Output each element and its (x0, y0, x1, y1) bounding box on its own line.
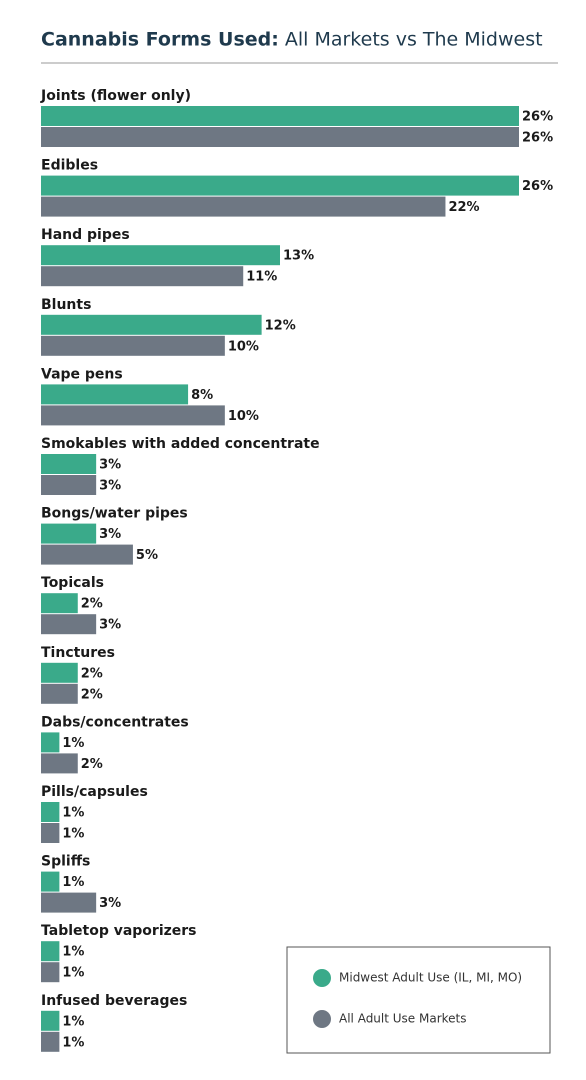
value-label: 26% (522, 131, 553, 146)
bar (41, 683, 78, 704)
bar (41, 335, 225, 356)
category-label: Pills/capsules (41, 784, 148, 800)
bar (41, 106, 519, 126)
value-label: 1% (62, 875, 84, 890)
chart-title: Cannabis Forms Used: (41, 29, 279, 51)
value-label: 5% (136, 548, 158, 563)
bar (41, 384, 189, 405)
value-label: 1% (62, 966, 84, 981)
bar (41, 732, 60, 753)
value-label: 2% (81, 597, 103, 612)
value-label: 3% (99, 479, 121, 494)
category-label: Blunts (41, 297, 91, 313)
value-label: 2% (81, 757, 103, 772)
bar (41, 544, 133, 565)
bar (41, 892, 97, 913)
category-label: Spliffs (41, 854, 90, 870)
category-label: Smokables with added concentrate (41, 436, 320, 452)
bar (41, 314, 262, 335)
bar (41, 196, 446, 217)
category-label: Infused beverages (41, 993, 187, 1009)
category-label: Topicals (41, 575, 104, 591)
legend-box (286, 946, 551, 1054)
value-label: 26% (522, 179, 553, 194)
value-label: 2% (81, 666, 103, 681)
value-label: 1% (62, 736, 84, 751)
category-label: Tabletop vaporizers (41, 923, 197, 939)
value-label: 12% (265, 318, 296, 333)
bar (41, 1010, 60, 1031)
value-label: 1% (62, 1014, 84, 1029)
category-label: Hand pipes (41, 227, 130, 243)
legend-label: Midwest Adult Use (IL, MI, MO) (339, 971, 522, 985)
legend-swatch (313, 969, 331, 987)
value-label: 1% (62, 945, 84, 960)
value-label: 2% (81, 687, 103, 702)
bar (41, 823, 60, 843)
category-label: Edibles (41, 158, 98, 174)
bar (41, 1031, 60, 1052)
category-label: Tinctures (41, 645, 115, 661)
bar (41, 871, 60, 892)
bar (41, 523, 97, 544)
value-label: 11% (246, 270, 277, 285)
value-label: 10% (228, 409, 259, 424)
bar (41, 753, 78, 774)
bar (41, 662, 78, 683)
value-label: 3% (99, 458, 121, 473)
bar (41, 614, 97, 635)
value-label: 1% (62, 827, 84, 842)
bar (41, 962, 60, 983)
bar (41, 127, 519, 147)
value-label: 1% (62, 1035, 84, 1050)
bar (41, 593, 78, 614)
bar (41, 266, 244, 287)
category-label: Joints (flower only) (40, 88, 191, 104)
category-label: Bongs/water pipes (41, 506, 188, 522)
category-label: Dabs/concentrates (41, 714, 189, 730)
value-label: 26% (522, 110, 553, 125)
bar (41, 175, 519, 196)
category-label: Vape pens (41, 366, 123, 382)
value-label: 8% (191, 388, 213, 403)
bar (41, 475, 97, 495)
value-label: 1% (62, 806, 84, 821)
value-label: 3% (99, 618, 121, 633)
value-label: 10% (228, 339, 259, 354)
legend-label: All Adult Use Markets (339, 1012, 467, 1026)
value-label: 13% (283, 249, 314, 264)
bar (41, 405, 225, 426)
value-label: 22% (448, 200, 479, 215)
value-label: 3% (99, 527, 121, 542)
legend-swatch (313, 1010, 331, 1028)
chart-subtitle: All Markets vs The Midwest (285, 29, 543, 51)
bar (41, 802, 60, 822)
bar (41, 245, 280, 266)
bar (41, 454, 97, 474)
value-label: 3% (99, 896, 121, 911)
bar (41, 941, 60, 962)
